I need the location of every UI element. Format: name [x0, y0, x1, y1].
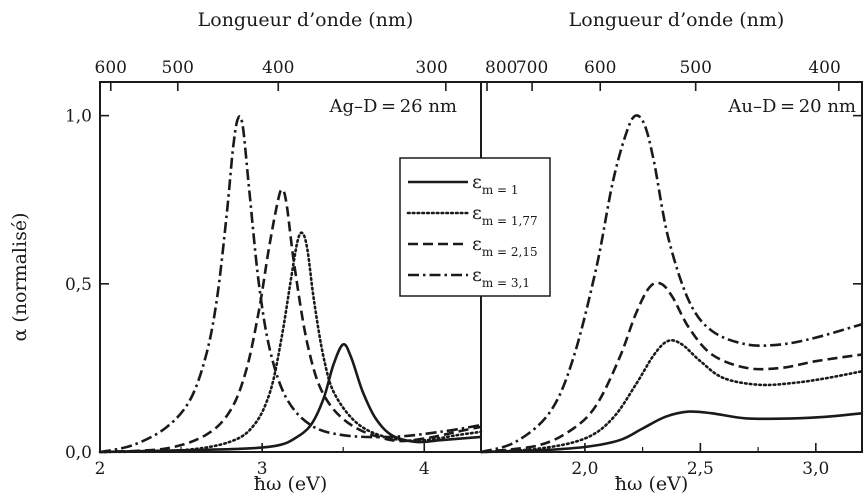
legend-label: εm = 1,77	[472, 202, 538, 228]
x-tick-label: 2,5	[687, 459, 714, 479]
top-tick-label: 700	[516, 58, 548, 78]
x-tick-label: 3	[257, 459, 268, 479]
series-line-dotted	[98, 231, 483, 454]
top-tick-label: 400	[262, 58, 294, 78]
series-line-dotted	[479, 339, 864, 454]
top-axis-title: Longueur d’onde (nm)	[198, 9, 414, 31]
top-tick-label: 300	[415, 58, 447, 78]
top-tick-label: 500	[162, 58, 194, 78]
series-line-dashdot	[480, 114, 863, 454]
top-axis-title: Longueur d’onde (nm)	[569, 9, 785, 31]
series-line-dashed	[480, 281, 863, 454]
x-axis-title: ħω (eV)	[254, 473, 328, 495]
series-line-dashdot	[99, 115, 482, 454]
legend-label: εm = 2,15	[472, 233, 538, 259]
y-tick-label: 0,0	[65, 443, 92, 463]
top-tick-label: 800	[485, 58, 517, 78]
y-axis-title: α (normalisé)	[9, 213, 31, 342]
x-tick-label: 3,0	[802, 459, 829, 479]
legend-label: εm = 3,1	[472, 264, 530, 290]
panel-label: Au–D = 20 nm	[727, 96, 856, 117]
y-tick-label: 0,5	[65, 275, 92, 295]
top-tick-label: 400	[808, 58, 840, 78]
legend-label: εm = 1	[472, 171, 519, 197]
panel-label: Ag–D = 26 nm	[328, 96, 457, 117]
top-tick-label: 600	[584, 58, 616, 78]
y-tick-label: 1,0	[65, 107, 92, 127]
x-tick-label: 2,0	[571, 459, 598, 479]
series-line-solid	[99, 343, 482, 454]
series-line-dashed	[99, 188, 482, 454]
top-tick-label: 600	[95, 58, 127, 78]
top-tick-label: 500	[679, 58, 711, 78]
x-tick-label: 4	[419, 459, 430, 479]
series-line-solid	[480, 410, 863, 454]
x-axis-title: ħω (eV)	[615, 473, 689, 495]
x-tick-label: 2	[95, 459, 106, 479]
panel-ag: 2 3 4 0,0 0,5 1,0 600 500 400 300 Longueur d’onde …	[65, 9, 483, 495]
legend: εm = 1 εm = 1,77 εm = 2,15 εm = 3,1	[399, 157, 551, 297]
